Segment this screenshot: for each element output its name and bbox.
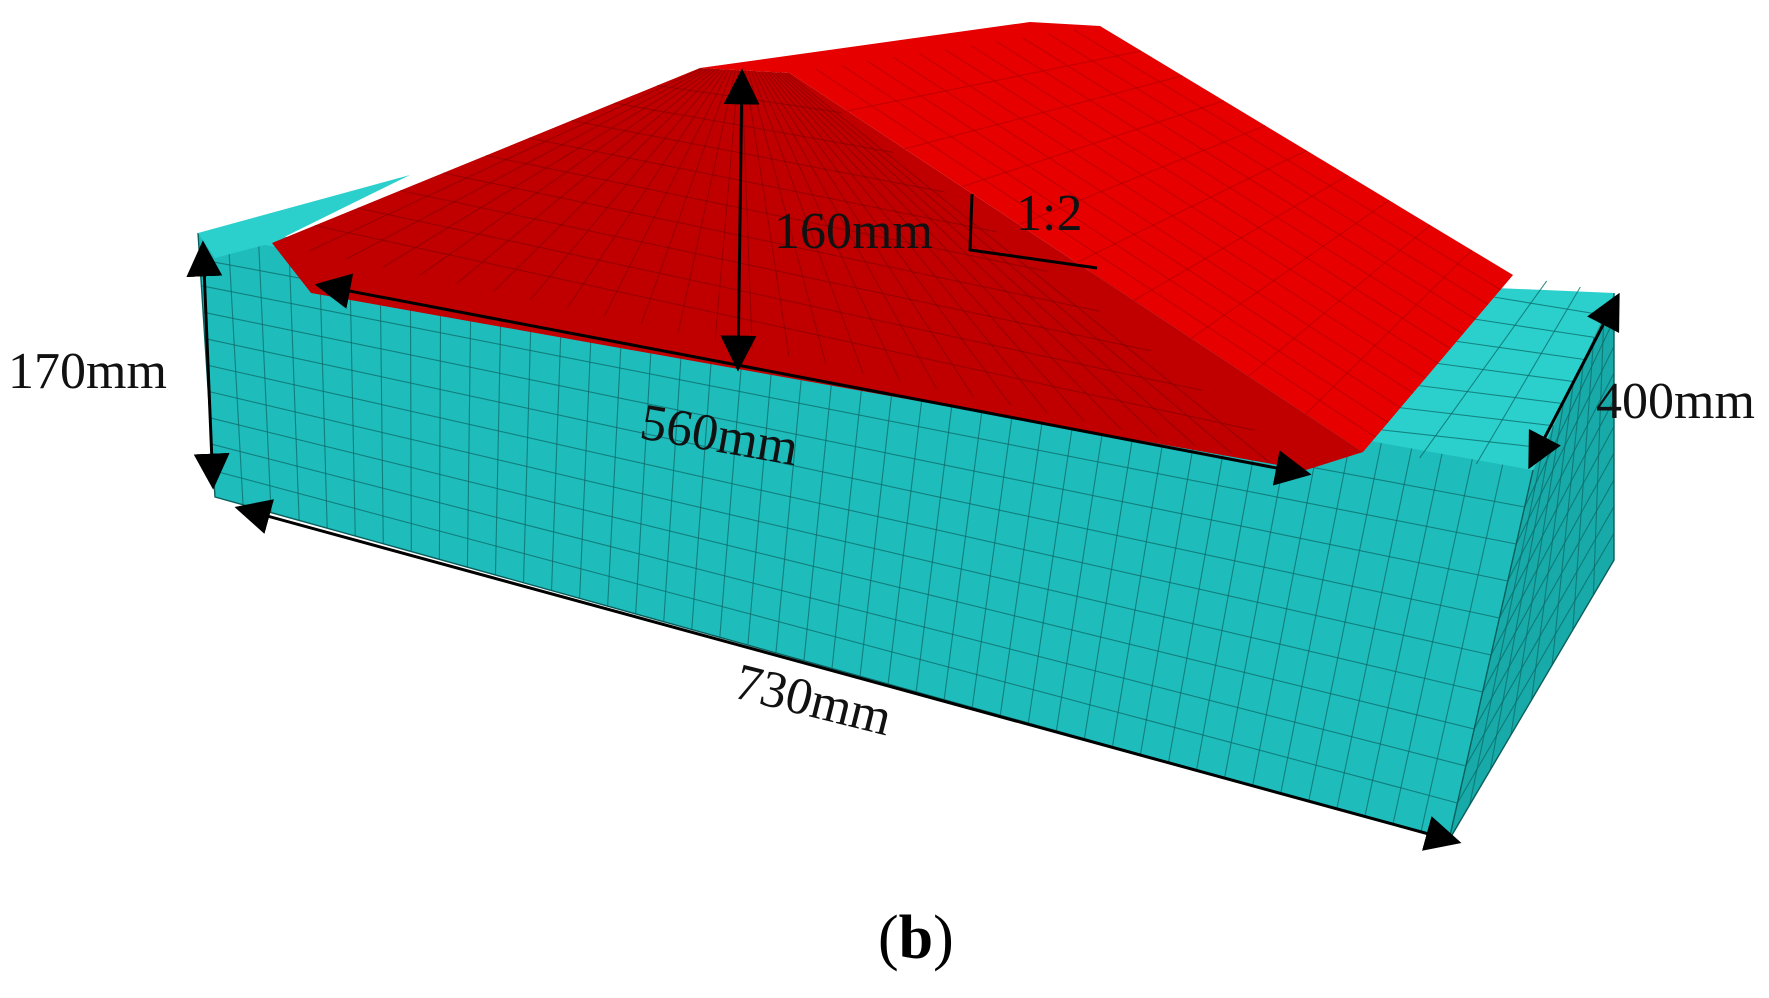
mesh-line	[1400, 407, 1554, 427]
mesh-line	[485, 154, 1049, 273]
mesh-line	[1465, 506, 1615, 767]
mesh-line	[918, 52, 1426, 379]
panel-label: (b)	[878, 904, 954, 972]
mesh-line	[1073, 29, 1501, 291]
embankment-height-label: 160mm	[774, 203, 933, 260]
mesh-line	[1381, 429, 1544, 449]
mesh-line	[1022, 37, 1476, 320]
foundation-corner-edge	[1448, 469, 1534, 841]
foundation-length-dimension-line	[234, 499, 1462, 851]
mesh-line	[1456, 533, 1615, 804]
mesh-line	[1482, 452, 1615, 693]
dimension-annotations: 170mm 160mm 1:2 560mm 730mm 400mm	[8, 68, 1755, 851]
panel-label-close-paren: )	[933, 904, 954, 972]
slope-ratio-indicator	[968, 193, 1098, 270]
embankment-base-dimension-line	[314, 273, 1312, 486]
mesh-line	[970, 45, 1451, 350]
foundation-depth-dimension-line	[1528, 292, 1620, 470]
panel-label-open-paren: (	[878, 904, 899, 972]
embankment-mesh	[308, 29, 1501, 463]
foundation-depth-label: 400mm	[1596, 373, 1755, 430]
mesh-line	[1473, 479, 1615, 730]
slope-ratio-label: 1:2	[1016, 185, 1082, 242]
panel-label-letter: b	[899, 904, 933, 972]
mesh-line	[867, 60, 1401, 409]
foundation-height-dimension-line	[186, 240, 230, 490]
mesh-line	[893, 56, 1414, 394]
foundation-back-strip	[198, 175, 410, 258]
mesh-line	[1048, 33, 1489, 305]
mesh-line	[996, 41, 1464, 335]
mesh-line	[944, 49, 1439, 364]
foundation-height-label: 170mm	[8, 343, 167, 400]
mesh-line	[528, 137, 997, 233]
mesh-line	[1419, 280, 1548, 459]
